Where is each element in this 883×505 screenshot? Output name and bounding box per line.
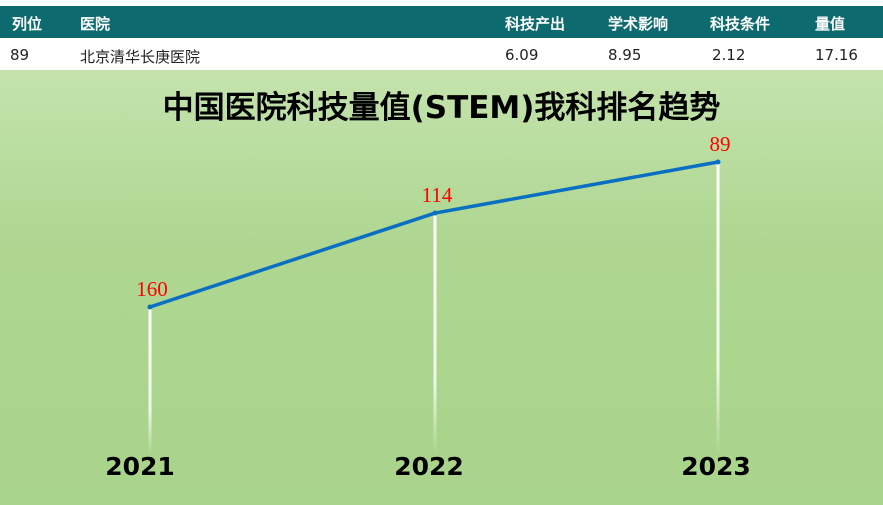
header-rank: 列位 bbox=[12, 15, 43, 33]
cell-hospital: 北京清华长庚医院 bbox=[80, 48, 201, 66]
table-header: 列位 医院 科技产出 学术影响 科技条件 量值 bbox=[0, 6, 883, 38]
header-output: 科技产出 bbox=[505, 15, 566, 33]
chart-title: 中国医院科技量值(STEM)我科排名趋势 bbox=[162, 90, 721, 126]
x-tick-label: 2023 bbox=[681, 452, 751, 481]
cell-value: 17.16 bbox=[815, 46, 858, 64]
cell-conditions: 2.12 bbox=[712, 46, 746, 64]
header-impact: 学术影响 bbox=[608, 15, 669, 33]
data-point-2021 bbox=[147, 304, 153, 310]
data-label: 89 bbox=[710, 132, 731, 156]
cell-output: 6.09 bbox=[505, 46, 539, 64]
header-conditions: 科技条件 bbox=[710, 15, 771, 33]
stem-2021 bbox=[148, 307, 152, 455]
data-point-2022 bbox=[432, 210, 438, 216]
cell-rank: 89 bbox=[10, 46, 30, 64]
stem-2022 bbox=[433, 213, 437, 455]
stem-2023 bbox=[716, 162, 720, 455]
cell-impact: 8.95 bbox=[608, 46, 642, 64]
table-row: 89 北京清华长庚医院 6.09 8.95 2.12 17.16 bbox=[0, 40, 883, 70]
score-table: 列位 医院 科技产出 学术影响 科技条件 量值 89 北京清华长庚医院 6.09… bbox=[0, 0, 883, 70]
data-label: 160 bbox=[136, 277, 168, 301]
data-point-2023 bbox=[715, 159, 721, 165]
header-hospital: 医院 bbox=[80, 15, 111, 33]
x-tick-label: 2022 bbox=[394, 452, 464, 481]
header-value: 量值 bbox=[815, 15, 846, 33]
x-tick-label: 2021 bbox=[105, 452, 175, 481]
data-label: 114 bbox=[422, 183, 453, 207]
chart-svg: 160 2021 114 2022 89 2023 bbox=[105, 132, 751, 481]
rank-trend-chart: 中国医院科技量值(STEM)我科排名趋势 160 2021 114 2022 89 202… bbox=[0, 70, 883, 505]
